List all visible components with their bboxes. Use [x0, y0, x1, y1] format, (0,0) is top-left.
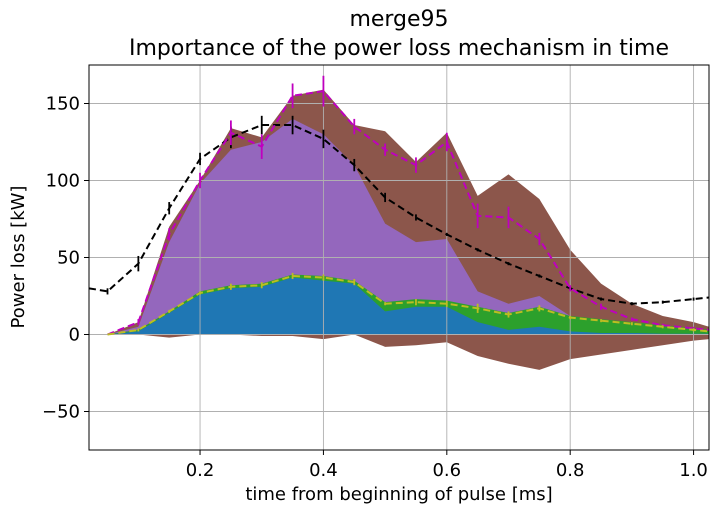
plot-content	[89, 65, 709, 450]
x-tick-label-3: 0.8	[556, 460, 585, 481]
y-tick-label-4: 150	[46, 94, 80, 115]
y-tick-label-3: 100	[46, 171, 80, 192]
series-line-2	[107, 274, 709, 336]
stack-area-0	[107, 277, 709, 335]
x-tick-label-1: 0.4	[309, 460, 338, 481]
y-tick-label-1: 0	[69, 325, 80, 346]
series-line-0	[89, 124, 709, 305]
y-axis-label: Power loss [kW]	[8, 186, 29, 329]
y-tick-label-0: −50	[42, 402, 80, 423]
plot-area: 0.2 0.4 0.6 0.8 1.0 −50 0 50 100 150	[42, 64, 710, 481]
x-tick-label-0: 0.2	[186, 460, 215, 481]
chart-subtitle: Importance of the power loss mechanism i…	[129, 36, 669, 61]
y-tick-label-2: 50	[57, 248, 80, 269]
negative-band-area	[107, 334, 709, 370]
x-tick-label-2: 0.6	[432, 460, 461, 481]
x-axis-label: time from beginning of pulse [ms]	[245, 484, 552, 505]
stack-area-2	[107, 118, 709, 335]
x-tick-label-4: 1.0	[679, 460, 708, 481]
chart-title: merge95	[349, 7, 448, 32]
